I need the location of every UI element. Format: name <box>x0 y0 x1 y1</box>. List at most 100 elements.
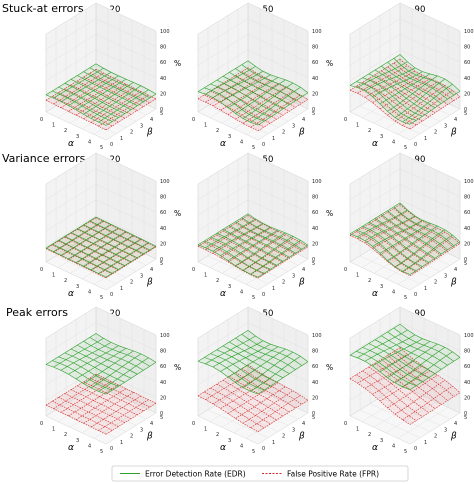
edr-mesh-line <box>204 87 265 122</box>
fpr-mesh-line <box>77 385 138 416</box>
edr-mesh-line <box>349 233 411 275</box>
fpr-mesh-line <box>210 387 271 425</box>
fpr-mesh-line <box>220 227 271 258</box>
z-tick-label: 60 <box>312 364 318 370</box>
fpr-mesh-line <box>95 69 157 100</box>
grid-line <box>221 92 273 124</box>
fpr-mesh-line <box>52 244 113 275</box>
edr-surface <box>197 330 309 395</box>
grid-line <box>197 2 309 35</box>
y-tick-label: 5 <box>160 415 163 421</box>
grid-line <box>245 407 297 439</box>
y-axis-label: β <box>298 128 305 138</box>
fpr-mesh-line <box>387 66 448 105</box>
x-tick-label: 5 <box>404 145 407 151</box>
grid-line <box>197 306 309 339</box>
z-axis-label: % <box>326 59 333 68</box>
z-axis-label: % <box>326 363 333 372</box>
grid-line <box>349 183 461 216</box>
y-tick-label: 5 <box>312 111 315 117</box>
fpr-mesh-line <box>45 404 107 435</box>
grid-line <box>409 108 461 141</box>
fpr-mesh-line <box>399 204 461 244</box>
grid-line <box>207 105 269 134</box>
fpr-mesh-line <box>68 80 119 112</box>
z-tick-label: 60 <box>464 60 470 66</box>
edr-mesh-line <box>241 217 302 250</box>
x-tick-label: 2 <box>64 278 67 284</box>
x-tick-label: 2 <box>368 128 371 134</box>
edr-mesh-line <box>77 75 138 106</box>
edr-surface <box>45 333 157 395</box>
grid-line <box>409 258 461 291</box>
grid-line <box>197 49 309 81</box>
edr-mesh-line <box>64 82 125 114</box>
fpr-surface <box>197 215 309 279</box>
z-tick-label: 100 <box>312 179 322 185</box>
y-axis-label: β <box>450 432 457 442</box>
edr-mesh-line <box>229 225 290 258</box>
grid-line <box>45 306 157 339</box>
x-tick-label: 0 <box>344 267 347 273</box>
edr-mesh-line <box>95 216 157 247</box>
edr-surface-fill <box>198 60 308 126</box>
z-tick-label: 100 <box>312 29 322 35</box>
fpr-surface <box>197 67 309 132</box>
y-axis-label: β <box>146 432 153 442</box>
y-axis-label: β <box>298 278 305 288</box>
y-tick-label: 4 <box>454 117 457 123</box>
x-tick-label: 3 <box>228 134 231 140</box>
grid-line <box>359 409 421 438</box>
edr-mesh-line <box>222 345 284 379</box>
x-tick-label: 2 <box>368 432 371 438</box>
x-tick-label: 3 <box>76 284 79 290</box>
grid-line <box>389 237 451 266</box>
z-tick-label: 0 <box>464 107 467 113</box>
z-tick-label: 40 <box>464 76 470 82</box>
x-tick-label: 3 <box>228 438 231 444</box>
grid-line <box>349 18 461 50</box>
fpr-mesh-line <box>393 351 454 397</box>
grid-line <box>197 369 309 401</box>
y-tick-label: 4 <box>302 117 305 123</box>
grid-line <box>349 80 461 113</box>
fpr-mesh-line <box>204 242 265 275</box>
row-title-0: Stuck-at errors <box>2 2 84 15</box>
edr-mesh-line <box>247 60 309 94</box>
y-tick-label: 3 <box>140 123 143 129</box>
edr-mesh-line <box>216 79 277 114</box>
edr-mesh-line <box>204 357 265 391</box>
grid-line <box>45 65 157 97</box>
x-axis-label: α <box>372 139 378 149</box>
grid-line <box>197 152 309 185</box>
fpr-mesh-line <box>374 362 436 409</box>
grid-line <box>257 258 309 291</box>
x-tick-label: 3 <box>380 284 383 290</box>
x-tick-label: 5 <box>100 295 103 301</box>
fpr-mesh-line <box>356 374 417 421</box>
grid-line <box>45 353 157 385</box>
grid-line <box>373 396 425 428</box>
y-tick-label: 4 <box>150 117 153 123</box>
x-tick-label: 3 <box>76 438 79 444</box>
grid-line <box>209 236 261 268</box>
fpr-mesh-line <box>210 238 271 271</box>
x-tick-label: 4 <box>392 139 395 145</box>
x-tick-label: 0 <box>40 267 43 273</box>
y-tick-label: 3 <box>444 123 447 129</box>
edr-mesh-line <box>45 364 107 395</box>
fpr-mesh-line <box>349 378 411 425</box>
x-tick-label: 4 <box>240 139 243 145</box>
fpr-mesh-line <box>235 372 296 409</box>
fpr-mesh-line <box>95 373 157 404</box>
x-tick-label: 2 <box>216 278 219 284</box>
fpr-mesh-line <box>58 397 119 427</box>
fpr-mesh-line <box>89 221 150 252</box>
fpr-mesh-line <box>216 234 277 267</box>
z-tick-label: 100 <box>312 333 322 339</box>
y-tick-label: 0 <box>414 142 417 148</box>
fpr-mesh-line <box>250 94 301 128</box>
grid-line <box>207 409 269 438</box>
fpr-mesh-line <box>379 78 431 110</box>
z-tick-label: 20 <box>464 395 470 401</box>
